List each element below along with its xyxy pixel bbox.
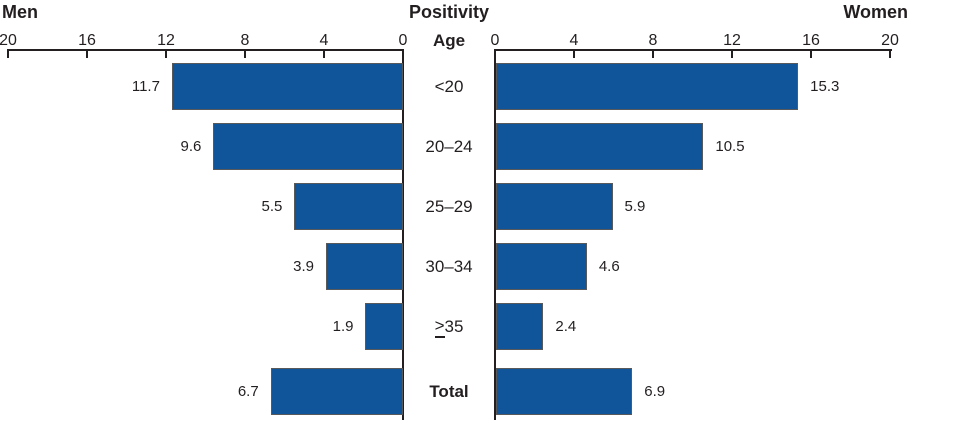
left-axis-tick-label: 8 (240, 32, 250, 49)
left-axis-tick (165, 49, 167, 58)
women-bar (496, 368, 633, 415)
right-axis-tick-label: 20 (881, 32, 899, 49)
men-value-label: 11.7 (131, 77, 160, 95)
right-axis-tick (573, 49, 575, 58)
women-bar (496, 63, 799, 110)
women-value-label: 15.3 (810, 77, 840, 95)
men-value-label: 5.5 (261, 197, 283, 215)
age-category-label: 20–24 (425, 136, 473, 156)
right-value-axis (495, 49, 892, 51)
category-axis-title: Age (432, 31, 466, 50)
left-axis-tick-label: 0 (398, 32, 408, 49)
women-value-label: 2.4 (555, 317, 577, 335)
men-bar (365, 303, 403, 350)
women-value-label: 6.9 (644, 382, 666, 400)
women-value-label: 10.5 (715, 137, 745, 155)
age-category-label: Total (429, 381, 469, 401)
women-value-label: 4.6 (598, 257, 620, 275)
right-axis-tick-label: 12 (723, 32, 741, 49)
age-category-label: <20 (434, 76, 464, 96)
left-axis-tick (7, 49, 9, 58)
men-value-label: 6.7 (237, 382, 259, 400)
age-category-label: 25–29 (425, 196, 473, 216)
chart-title: Positivity (408, 2, 490, 22)
left-axis-tick-label: 12 (157, 32, 175, 49)
women-bar (496, 183, 613, 230)
age-category-label: >35 (434, 315, 464, 338)
right-axis-tick (731, 49, 733, 58)
right-axis-tick-label: 16 (802, 32, 820, 49)
men-value-label: 1.9 (332, 317, 354, 335)
women-bar (496, 303, 544, 350)
men-value-label: 3.9 (293, 257, 314, 275)
left-axis-tick-label: 16 (78, 32, 96, 49)
left-series-title: Men (2, 2, 38, 22)
men-bar (294, 183, 403, 230)
left-axis-tick-label: 20 (0, 32, 17, 49)
women-value-label: 5.9 (624, 197, 646, 215)
age-category-label: 30–34 (425, 256, 473, 276)
right-axis-tick-label: 8 (648, 32, 658, 49)
right-axis-tick-label: 0 (490, 32, 500, 49)
right-axis-tick-label: 4 (569, 32, 579, 49)
men-bar (325, 243, 403, 290)
left-axis-tick (244, 49, 246, 58)
right-zero-spine (494, 49, 496, 420)
left-axis-tick-label: 4 (319, 32, 329, 49)
men-bar (171, 63, 403, 110)
right-series-title: Women (843, 2, 908, 22)
men-bar (270, 368, 403, 415)
left-axis-tick (86, 49, 88, 58)
left-zero-spine (402, 49, 404, 420)
right-axis-tick (889, 49, 891, 58)
greater-equal-glyph: > (434, 316, 445, 338)
men-bar (213, 123, 403, 170)
women-bar (496, 243, 587, 290)
men-value-label: 9.6 (180, 137, 202, 155)
left-value-axis (8, 49, 403, 51)
women-bar (496, 123, 704, 170)
left-axis-tick (323, 49, 325, 58)
right-axis-tick (810, 49, 812, 58)
right-axis-tick (652, 49, 654, 58)
